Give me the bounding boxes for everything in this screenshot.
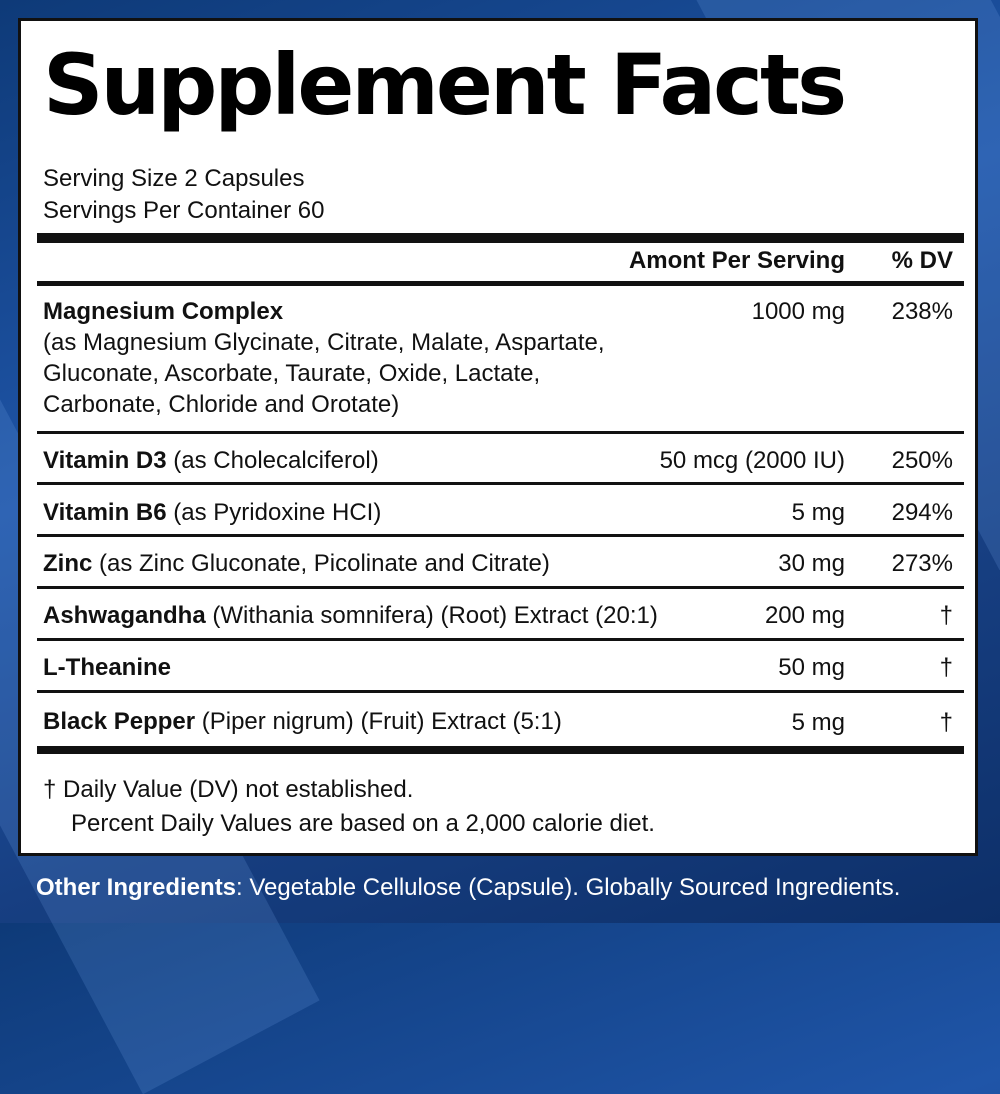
nutrient-detail: (Piper nigrum) (Fruit) Extract (5:1) <box>201 708 562 735</box>
row-divider <box>37 431 964 434</box>
other-ingredients-label: Other Ingredients <box>36 874 237 901</box>
nutrient-name: Vitamin B6 <box>43 499 167 526</box>
nutrient-detail: (as Zinc Gluconate, Picolinate and Citra… <box>99 550 550 577</box>
serving-size: Serving Size 2 Capsules <box>43 165 305 192</box>
nutrient-amount: 5 mg <box>791 709 845 736</box>
row-divider <box>37 690 964 693</box>
nutrient-amount: 50 mcg (2000 IU) <box>659 447 845 474</box>
nutrient-amount: 200 mg <box>764 602 845 629</box>
nutrient-amount: 5 mg <box>791 499 845 526</box>
nutrient-row-ashwagandha: Ashwagandha (Withania somnifera) (Root) … <box>43 600 658 631</box>
nutrient-dv: 273% <box>891 550 953 577</box>
row-divider <box>37 482 964 485</box>
nutrient-row-vitamin-d3: Vitamin D3 (as Cholecalciferol) <box>43 445 379 476</box>
nutrient-detail: (Withania somnifera) (Root) Extract (20:… <box>212 602 658 629</box>
header-divider <box>37 281 964 286</box>
header-amount: Amont Per Serving <box>628 247 845 274</box>
nutrient-dv: † <box>939 709 953 736</box>
row-divider <box>37 534 964 537</box>
nutrient-detail: Gluconate, Ascorbate, Taurate, Oxide, La… <box>43 360 541 387</box>
nutrient-name: Ashwagandha <box>43 602 206 629</box>
nutrient-dv: † <box>939 602 953 629</box>
nutrient-row-magnesium: Magnesium Complex (as Magnesium Glycinat… <box>43 296 605 420</box>
row-divider <box>37 586 964 589</box>
footnote-calorie: Percent Daily Values are based on a 2,00… <box>71 810 655 837</box>
servings-per-container: Servings Per Container 60 <box>43 197 325 224</box>
nutrient-name: Magnesium Complex <box>43 298 284 325</box>
nutrient-dv: 250% <box>891 447 953 474</box>
nutrient-name: Black Pepper <box>43 708 196 735</box>
nutrient-row-l-theanine: L-Theanine <box>43 652 171 683</box>
nutrient-amount: 50 mg <box>778 654 845 681</box>
header-dv: % DV <box>891 247 953 274</box>
row-divider <box>37 638 964 641</box>
supplement-facts-panel: Supplement Facts Serving Size 2 Capsules… <box>18 18 978 856</box>
nutrient-detail: (as Magnesium Glycinate, Citrate, Malate… <box>43 329 605 356</box>
nutrient-row-black-pepper: Black Pepper (Piper nigrum) (Fruit) Extr… <box>43 706 562 737</box>
nutrient-detail: (as Cholecalciferol) <box>173 447 379 474</box>
footnote-dv: † Daily Value (DV) not established. <box>43 776 414 803</box>
nutrient-detail: (as Pyridoxine HCI) <box>173 499 382 526</box>
nutrient-row-vitamin-b6: Vitamin B6 (as Pyridoxine HCI) <box>43 497 381 528</box>
nutrient-detail: Carbonate, Chloride and Orotate) <box>43 391 400 418</box>
thick-divider <box>37 233 964 243</box>
nutrient-name: L-Theanine <box>43 654 172 681</box>
page-title: Supplement Facts <box>43 36 847 134</box>
nutrient-name: Vitamin D3 <box>43 447 167 474</box>
nutrient-name: Zinc <box>43 550 93 577</box>
other-ingredients-text: : Vegetable Cellulose (Capsule). Globall… <box>236 874 901 901</box>
nutrient-row-zinc: Zinc (as Zinc Gluconate, Picolinate and … <box>43 548 550 579</box>
thick-divider <box>37 746 964 754</box>
nutrient-amount: 1000 mg <box>751 298 845 325</box>
nutrient-dv: 238% <box>891 298 953 325</box>
nutrient-dv: † <box>939 654 953 681</box>
other-ingredients: Other Ingredients: Vegetable Cellulose (… <box>36 874 900 902</box>
nutrient-amount: 30 mg <box>778 550 845 577</box>
nutrient-dv: 294% <box>891 499 953 526</box>
